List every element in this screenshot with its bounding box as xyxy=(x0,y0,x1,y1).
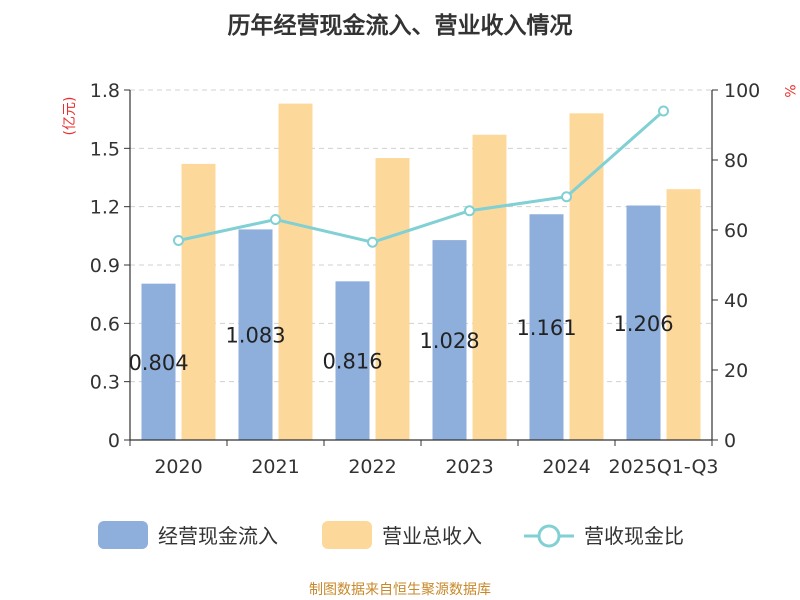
data-label-cash-inflow: 1.161 xyxy=(516,316,576,340)
data-label-cash-inflow: 0.804 xyxy=(128,351,188,375)
bar-cash-inflow xyxy=(432,240,467,440)
legend-swatch-cash-inflow xyxy=(98,521,148,549)
x-tick-label: 2023 xyxy=(445,456,493,478)
legend-swatch-revenue xyxy=(322,521,372,549)
point-ratio xyxy=(561,191,572,203)
point-ratio xyxy=(367,236,378,248)
y-right-tick-label: 60 xyxy=(724,220,748,242)
y-left-tick-label: 0.3 xyxy=(90,372,120,394)
y-right-tick-label: 40 xyxy=(724,290,748,312)
grid xyxy=(130,89,712,383)
y-right-tick-label: 80 xyxy=(724,150,748,172)
y-left-tick-label: 0.6 xyxy=(90,313,120,335)
data-labels: 0.804 1.083 0.816 1.028 1.161 1.206 xyxy=(128,312,673,375)
x-tick-label: 2025Q1-Q3 xyxy=(609,456,719,478)
line-ratio xyxy=(178,109,665,244)
y-right-tick-label: 100 xyxy=(724,80,760,102)
data-label-cash-inflow: 1.028 xyxy=(419,329,479,353)
data-label-cash-inflow: 1.083 xyxy=(225,324,285,348)
point-ratio xyxy=(658,105,669,117)
bar-cash-inflow xyxy=(529,214,564,440)
bar-cash-inflow xyxy=(141,283,176,440)
bar-revenue xyxy=(666,189,701,440)
point-ratio xyxy=(464,205,475,217)
axes: 0 0.3 0.6 0.9 1.2 1.5 1.8 0 20 40 60 80 100 2020 2021 2… xyxy=(90,80,760,478)
bar-cash-inflow xyxy=(626,205,661,440)
y-right-unit: % xyxy=(781,84,797,97)
x-tick-label: 2024 xyxy=(542,456,590,478)
chart-title: 历年经营现金流入、营业收入情况 xyxy=(228,12,573,39)
bars xyxy=(141,103,701,441)
x-tick-label: 2022 xyxy=(348,456,396,478)
bar-revenue xyxy=(375,158,410,441)
bar-cash-inflow xyxy=(335,281,370,440)
bar-revenue xyxy=(278,103,313,440)
bar-revenue xyxy=(472,134,507,440)
y-left-tick-label: 1.2 xyxy=(90,197,120,219)
data-label-cash-inflow: 0.816 xyxy=(322,350,382,374)
y-left-tick-label: 0 xyxy=(108,430,120,452)
y-left-tick-label: 1.5 xyxy=(90,138,120,160)
point-ratio xyxy=(173,235,184,246)
y-right-tick-label: 0 xyxy=(724,430,736,452)
legend-label-revenue: 营业总收入 xyxy=(382,524,482,548)
source-note: 制图数据来自恒生聚源数据库 xyxy=(309,582,491,598)
bar-revenue xyxy=(181,163,216,440)
y-left-tick-label: 0.9 xyxy=(90,255,120,277)
y-left-tick-label: 1.8 xyxy=(90,80,120,102)
legend-marker-ratio xyxy=(537,524,561,548)
point-ratio xyxy=(270,214,281,225)
x-tick-label: 2020 xyxy=(154,456,202,478)
y-left-unit: (亿元) xyxy=(62,97,78,136)
y-right-tick-label: 20 xyxy=(724,360,748,382)
line-series xyxy=(173,105,669,248)
bar-revenue xyxy=(569,113,604,440)
legend: 经营现金流入 营业总收入 营收现金比 xyxy=(98,521,684,549)
x-tick-label: 2021 xyxy=(251,456,299,478)
legend-label-cash-inflow: 经营现金流入 xyxy=(158,524,278,548)
bar-cash-inflow xyxy=(238,229,273,440)
data-label-cash-inflow: 1.206 xyxy=(613,312,673,336)
legend-label-ratio: 营收现金比 xyxy=(584,524,684,548)
